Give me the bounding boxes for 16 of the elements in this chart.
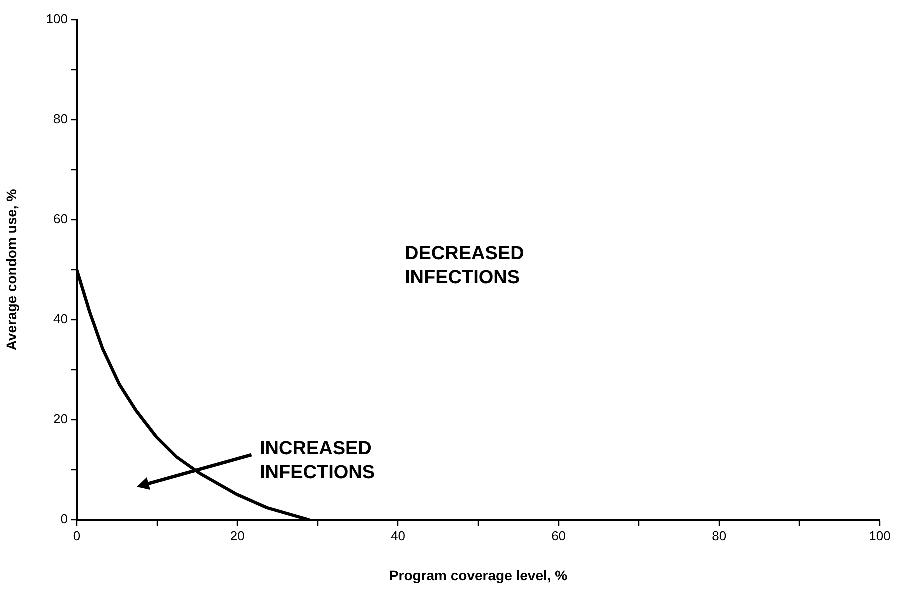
x-axis-title: Program coverage level, % bbox=[389, 567, 568, 584]
y-tick-label: 20 bbox=[54, 412, 68, 427]
y-tick-label: 40 bbox=[54, 312, 68, 327]
y-tick-label: 80 bbox=[54, 112, 68, 127]
annotation: DECREASED INFECTIONS bbox=[405, 244, 524, 289]
x-tick-label: 40 bbox=[390, 528, 406, 544]
x-tick-label: 100 bbox=[869, 528, 891, 544]
y-tick-label: 0 bbox=[60, 512, 68, 527]
annotation: INCREASED INFECTIONS bbox=[260, 438, 376, 484]
x-tick-label: 0 bbox=[73, 528, 81, 544]
y-axis-title: Average condom use, % bbox=[3, 188, 20, 351]
x-tick-label: 20 bbox=[230, 528, 245, 544]
x-tick-label: 60 bbox=[552, 528, 566, 544]
x-tick-label: 80 bbox=[712, 528, 727, 544]
y-tick-label: 100 bbox=[46, 12, 68, 27]
y-tick-label: 60 bbox=[54, 212, 68, 227]
